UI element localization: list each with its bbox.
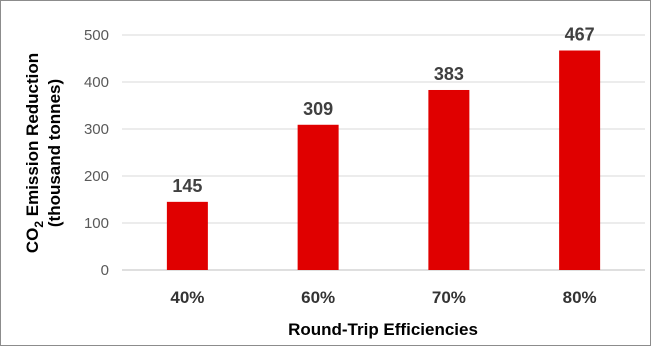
bar xyxy=(297,124,339,271)
data-label: 383 xyxy=(434,64,464,84)
data-label: 145 xyxy=(172,176,202,196)
y-tick-label: 200 xyxy=(84,168,109,185)
y-axis-title-suffix: Emission Reduction xyxy=(23,53,42,221)
y-axis-title: CO2 Emission Reduction (thousand tonnes) xyxy=(23,53,64,253)
y-axis-title-prefix: CO xyxy=(23,228,42,254)
bars xyxy=(166,50,601,271)
y-tick-label: 500 xyxy=(84,27,109,44)
x-axis-ticks: 40% 60% 70% 80% xyxy=(170,288,596,307)
bar xyxy=(428,89,470,271)
x-tick-label: 80% xyxy=(563,288,597,307)
data-label: 467 xyxy=(565,25,595,45)
y-tick-label: 300 xyxy=(84,121,109,138)
x-tick-label: 70% xyxy=(432,288,466,307)
y-axis-ticks: 0 100 200 300 400 500 xyxy=(84,27,109,279)
svg-text:CO2 Emission Reduction: CO2 Emission Reduction xyxy=(23,53,46,253)
y-axis-title-subscript: 2 xyxy=(32,221,46,228)
y-axis-title-line2: (thousand tonnes) xyxy=(45,79,64,227)
data-label: 309 xyxy=(303,99,333,119)
x-tick-label: 40% xyxy=(170,288,204,307)
gridlines xyxy=(122,34,645,271)
bar xyxy=(166,201,208,270)
x-axis-title: Round-Trip Efficiencies xyxy=(288,320,478,339)
bar xyxy=(559,50,601,271)
data-labels: 145 309 383 467 xyxy=(172,25,594,196)
x-tick-label: 60% xyxy=(301,288,335,307)
y-tick-label: 0 xyxy=(101,262,109,279)
y-tick-label: 400 xyxy=(84,74,109,91)
y-tick-label: 100 xyxy=(84,215,109,232)
